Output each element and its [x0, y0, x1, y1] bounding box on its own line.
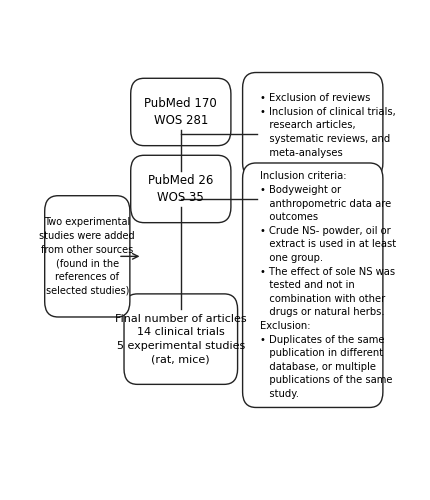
- Text: PubMed 170
WOS 281: PubMed 170 WOS 281: [144, 96, 217, 127]
- Text: Inclusion criteria:
• Bodyweight or
   anthropometric data are
   outcomes
• Cru: Inclusion criteria: • Bodyweight or anth…: [259, 172, 395, 399]
- Text: PubMed 26
WOS 35: PubMed 26 WOS 35: [148, 174, 213, 204]
- FancyBboxPatch shape: [130, 78, 230, 146]
- Text: Final number of articles
14 clinical trials
5 experimental studies
(rat, mice): Final number of articles 14 clinical tri…: [115, 314, 246, 364]
- FancyBboxPatch shape: [242, 72, 382, 178]
- Text: • Exclusion of reviews
• Inclusion of clinical trials,
   research articles,
   : • Exclusion of reviews • Inclusion of cl…: [259, 93, 395, 158]
- Text: Two experimental
studies were added
from other sources
(found in the
references : Two experimental studies were added from…: [40, 218, 135, 296]
- FancyBboxPatch shape: [124, 294, 237, 384]
- FancyBboxPatch shape: [45, 196, 129, 317]
- FancyBboxPatch shape: [130, 156, 230, 222]
- FancyBboxPatch shape: [242, 163, 382, 408]
